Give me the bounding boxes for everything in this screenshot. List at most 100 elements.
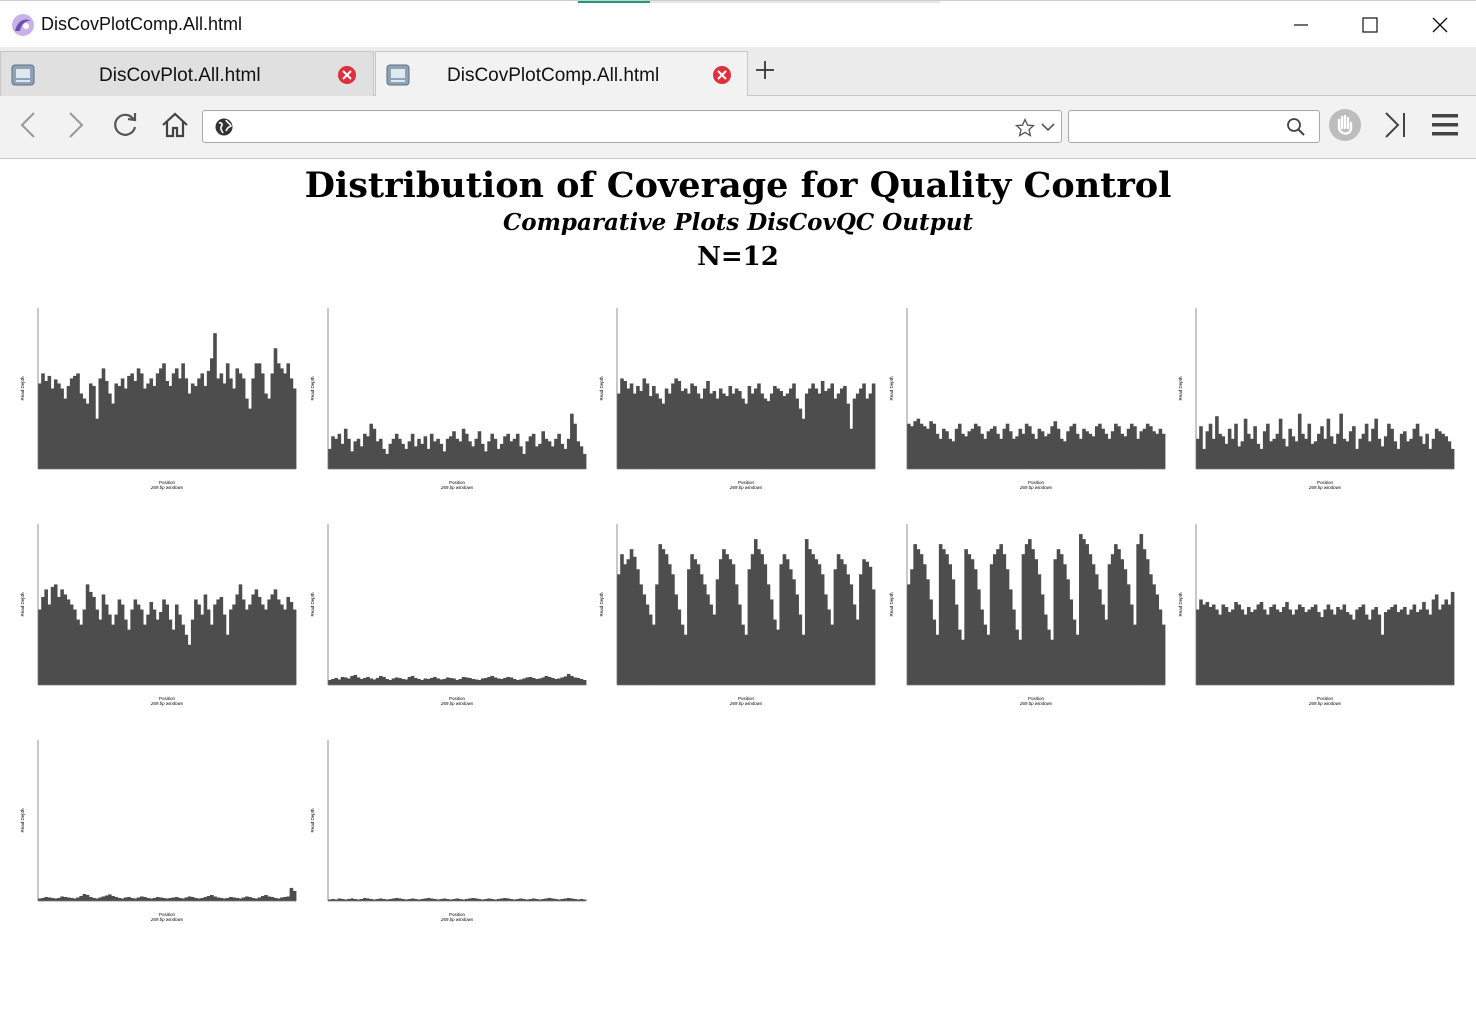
page-content: Distribution of Coverage for Quality Con… [0, 160, 1476, 1017]
x-axis-sublabel: 269 bp windows [150, 485, 184, 490]
coverage-bar [225, 634, 230, 685]
coverage-bar [1285, 601, 1289, 685]
dropdown-icon[interactable] [1041, 121, 1055, 133]
coverage-bar [970, 559, 974, 685]
coverage-bar [1297, 413, 1302, 469]
coverage-bar [66, 599, 71, 685]
coverage-bar [938, 438, 942, 469]
x-axis-sublabel: 269 bp windows [1308, 485, 1342, 490]
coverage-bar [728, 559, 733, 685]
coverage-bar [1256, 443, 1261, 469]
coverage-bar [181, 363, 185, 469]
coverage-bar [174, 368, 179, 470]
coverage-bar [1383, 436, 1388, 469]
coverage-bar [1113, 423, 1118, 469]
coverage-bar [667, 393, 672, 469]
coverage-bar [101, 896, 106, 901]
browser-logo-icon [12, 14, 34, 36]
coverage-bar [677, 380, 682, 469]
forward-button[interactable] [58, 108, 92, 142]
coverage-bar [1081, 539, 1086, 685]
coverage-bar [1310, 607, 1315, 685]
back-button[interactable] [12, 108, 46, 142]
search-icon[interactable] [1286, 117, 1306, 137]
coverage-bar [1091, 564, 1095, 685]
home-icon [162, 112, 188, 138]
coverage-bar [206, 370, 211, 469]
coverage-bar [235, 897, 240, 901]
home-button[interactable] [158, 108, 192, 142]
coverage-bar [69, 897, 74, 901]
coverage-bar [210, 358, 214, 469]
x-axis-sublabel: 269 bp windows [729, 485, 763, 490]
coverage-bar [442, 451, 446, 469]
coverage-bar [343, 899, 348, 901]
coverage-bar [776, 629, 780, 685]
coverage-bar [1129, 604, 1134, 685]
sidebar-button[interactable] [1378, 108, 1412, 142]
coverage-bar [235, 368, 240, 470]
address-bar[interactable] [202, 110, 1062, 143]
tab-discovplot[interactable]: DisCovPlot.All.html [0, 51, 374, 96]
coverage-bar [289, 887, 294, 901]
url-input[interactable] [239, 115, 1003, 139]
coverage-bar [120, 604, 125, 685]
coverage-bar [1348, 431, 1353, 469]
coverage-bar [785, 393, 790, 469]
coverage-bar [582, 453, 586, 469]
coverage-bar [738, 604, 742, 685]
coverage-bar [1269, 607, 1273, 685]
coverage-bar [1027, 426, 1032, 469]
coverage-bar [1371, 428, 1375, 469]
hand-button[interactable] [1328, 108, 1362, 142]
search-input[interactable] [1075, 115, 1284, 139]
coverage-plot: Read Depth Position 269 bp windows [306, 734, 596, 926]
tab-close-icon[interactable] [337, 65, 357, 85]
coverage-bar [1024, 423, 1028, 469]
search-bar[interactable] [1068, 110, 1320, 143]
coverage-bar [868, 566, 873, 685]
coverage-bar [1431, 599, 1436, 685]
menu-button[interactable] [1428, 108, 1462, 142]
coverage-bar [642, 594, 647, 685]
coverage-bar [378, 675, 383, 685]
coverage-bar [1234, 601, 1238, 685]
coverage-bar [184, 634, 189, 685]
coverage-bar [1409, 438, 1413, 469]
coverage-bar [916, 418, 920, 469]
coverage-bar [1355, 609, 1359, 685]
coverage-bar [1409, 609, 1413, 685]
close-button[interactable] [1417, 7, 1463, 43]
coverage-bar [566, 673, 570, 685]
coverage-bar [493, 677, 497, 685]
coverage-bar [652, 385, 656, 469]
coverage-bar [632, 393, 637, 469]
coverage-bar [1021, 554, 1025, 685]
coverage-bar [795, 594, 799, 685]
bookmark-star-icon[interactable] [1015, 118, 1035, 138]
coverage-bar [394, 897, 398, 901]
coverage-bar [1345, 441, 1350, 469]
tab-close-icon[interactable] [712, 65, 732, 85]
coverage-bar [540, 431, 545, 469]
coverage-bar [486, 676, 491, 685]
coverage-bar [114, 383, 119, 469]
minimize-button[interactable] [1278, 7, 1324, 43]
coverage-plot: Read Depth Position 269 bp windows [16, 302, 306, 494]
coverage-bar [264, 894, 268, 901]
coverage-bar [575, 441, 580, 469]
maximize-button[interactable] [1347, 7, 1393, 43]
coverage-bar [225, 363, 230, 469]
coverage-bar [1008, 431, 1013, 469]
coverage-bar [1317, 433, 1321, 469]
coverage-bar [1438, 431, 1442, 469]
coverage-plot: Read Depth Position 269 bp windows [16, 734, 306, 926]
coverage-bar [1068, 426, 1073, 469]
coverage-bar [44, 380, 48, 469]
new-tab-icon[interactable] [752, 57, 778, 83]
reload-button[interactable] [108, 108, 142, 142]
coverage-bar [509, 677, 513, 685]
tab-discovplotcomp[interactable]: DisCovPlotComp.All.html [375, 51, 748, 97]
